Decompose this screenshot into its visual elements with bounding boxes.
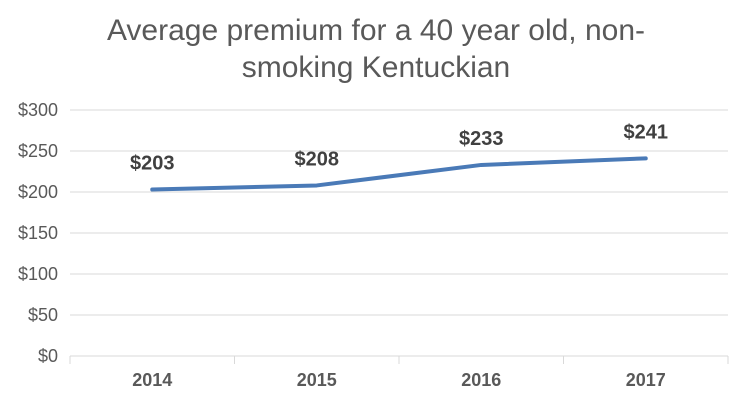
data-label: $241 bbox=[624, 121, 669, 143]
y-tick-label: $0 bbox=[38, 346, 58, 366]
chart-title-line-1: Average premium for a 40 year old, non- bbox=[106, 14, 646, 47]
x-tick-label: 2016 bbox=[461, 370, 501, 390]
data-labels: $203 $208 $233 $241 bbox=[130, 121, 668, 174]
y-tick-label: $150 bbox=[18, 223, 58, 243]
data-label: $233 bbox=[459, 128, 504, 150]
y-axis-tick-labels: $0 $50 $100 $150 $200 $250 $300 bbox=[18, 100, 58, 366]
y-tick-label: $300 bbox=[18, 100, 58, 120]
chart-title-line-2: smoking Kentuckian bbox=[241, 51, 511, 84]
gridlines bbox=[70, 109, 728, 316]
y-tick-label: $100 bbox=[18, 264, 58, 284]
x-tick-label: 2015 bbox=[297, 370, 337, 390]
x-axis-tick-labels: 2014 2015 2016 2017 bbox=[132, 370, 666, 390]
chart-title: Average premium for a 40 year old, non- … bbox=[0, 12, 752, 86]
series-line-0 bbox=[150, 156, 648, 192]
x-tick-label: 2014 bbox=[132, 370, 172, 390]
y-tick-label: $50 bbox=[28, 305, 58, 325]
data-label: $203 bbox=[130, 153, 175, 175]
data-label: $208 bbox=[295, 148, 340, 170]
y-tick-label: $200 bbox=[18, 182, 58, 202]
y-tick-label: $250 bbox=[18, 141, 58, 161]
x-tick-label: 2017 bbox=[626, 370, 666, 390]
axes bbox=[69, 355, 729, 364]
series bbox=[150, 156, 648, 192]
